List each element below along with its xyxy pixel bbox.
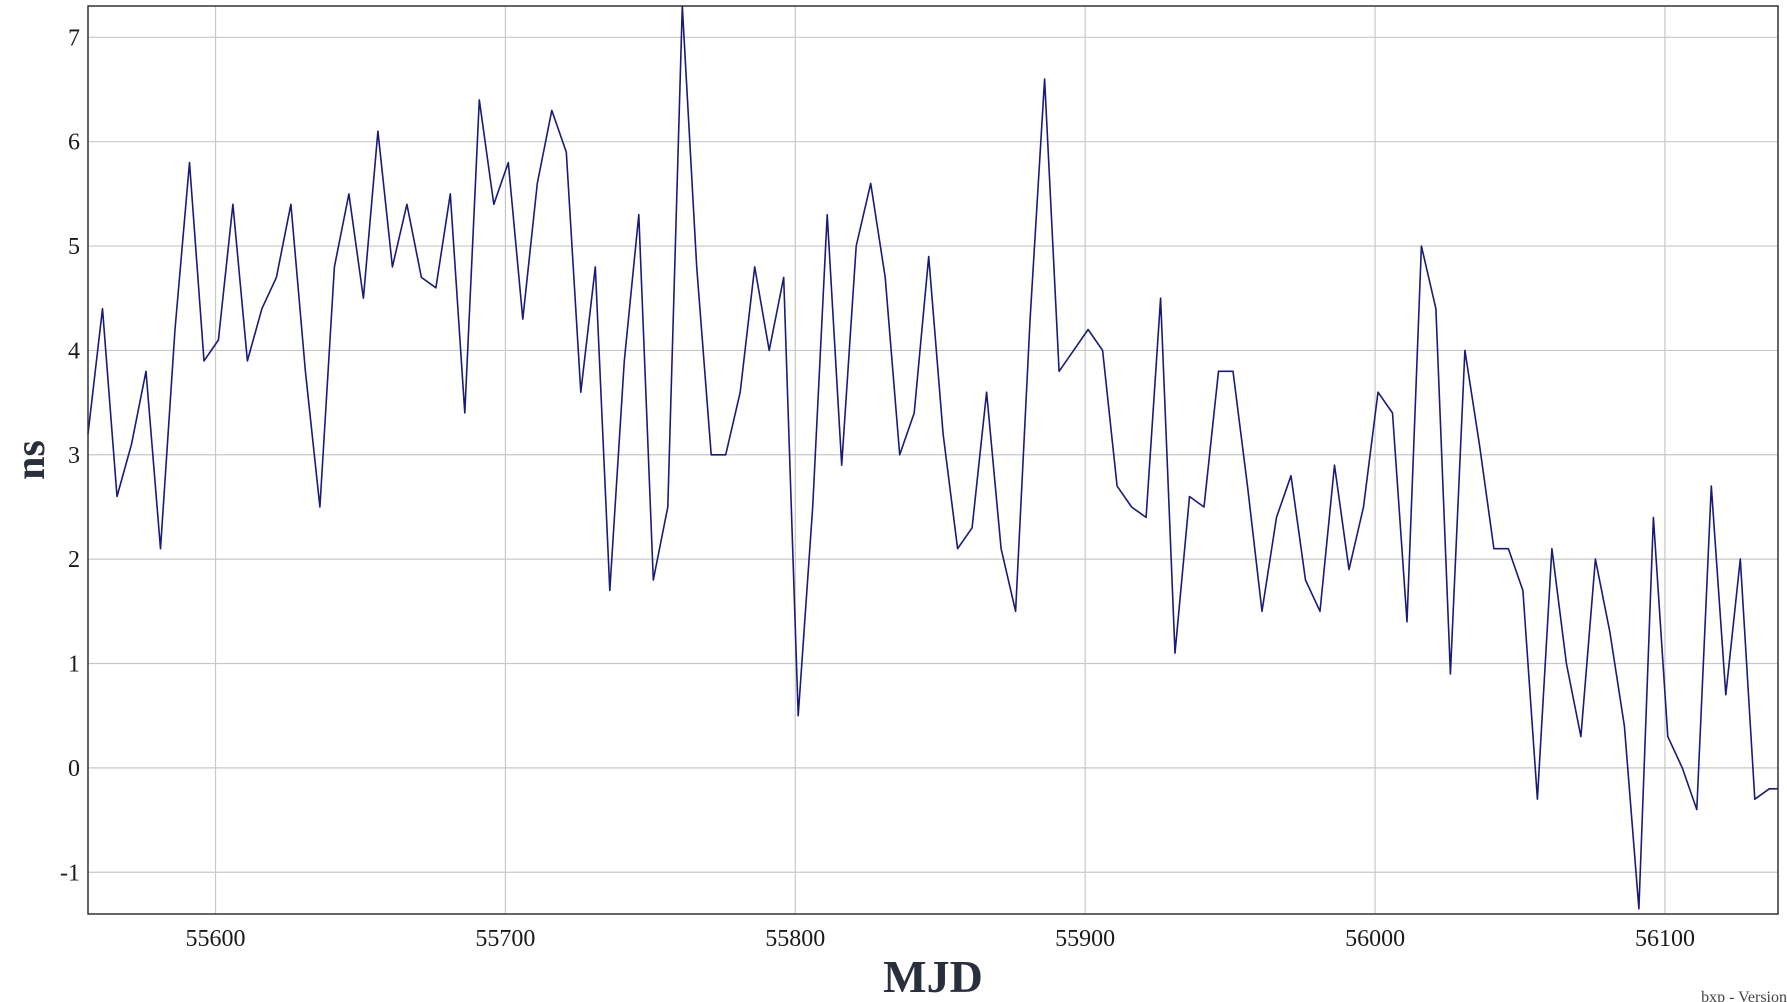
grid-lines [88,6,1778,914]
y-axis-label: ns [8,440,54,480]
series-layer [87,5,1778,910]
footer-version-text: bxp - Version [1701,989,1787,1002]
plot-frame [87,5,1779,915]
x-tick-label: 55900 [1055,926,1115,952]
series-line [87,5,1778,910]
x-tick-label: 55700 [475,926,535,952]
x-tick-label: 55800 [765,926,825,952]
x-tick-label: 55600 [186,926,246,952]
y-tick-label: 2 [68,547,80,573]
x-tick-label: 56000 [1345,926,1405,952]
y-tick-label: 4 [68,338,80,364]
y-tick-label: 3 [68,443,80,469]
y-tick-label: 0 [68,756,80,782]
y-tick-label: 5 [68,234,80,260]
x-tick-label: 56100 [1635,926,1695,952]
y-tick-label: 6 [68,130,80,156]
tick-labels: 55600 55700 55800 55900 56000 56100 -1 0 1 2 3 4 5 6 7 [60,25,1695,952]
x-axis-label: MJD [883,951,983,1002]
y-tick-label: 7 [68,25,80,51]
y-tick-label: 1 [68,652,80,678]
y-tick-label: -1 [60,860,80,886]
